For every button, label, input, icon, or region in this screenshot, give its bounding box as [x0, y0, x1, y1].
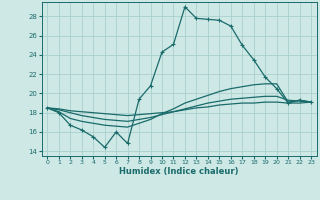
X-axis label: Humidex (Indice chaleur): Humidex (Indice chaleur) [119, 167, 239, 176]
